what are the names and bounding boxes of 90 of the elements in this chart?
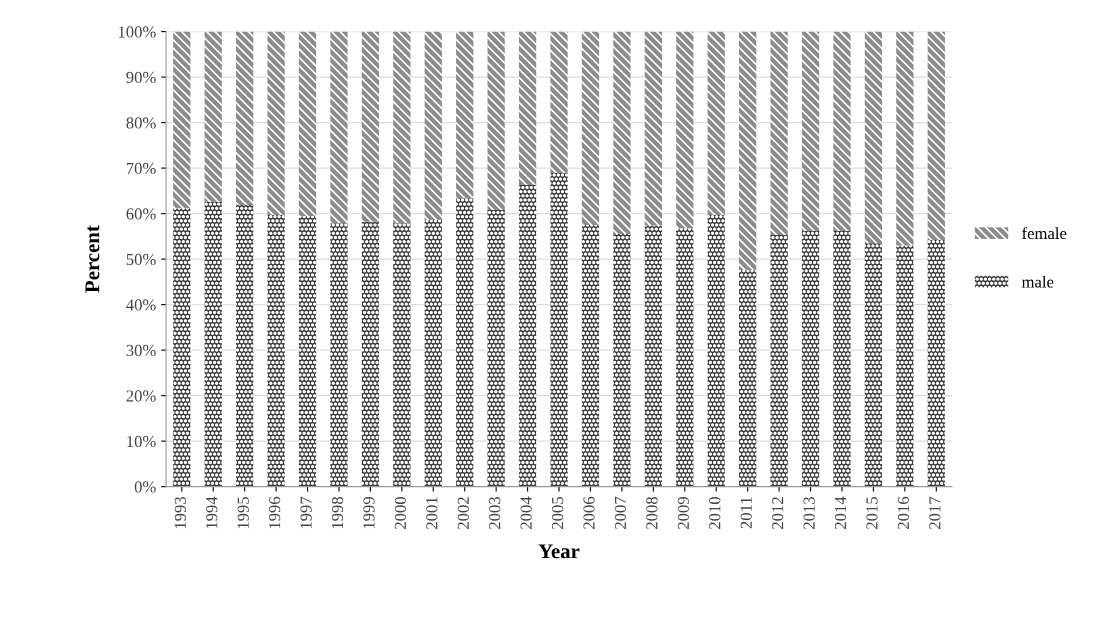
x-tick-label: 2004 bbox=[520, 496, 532, 529]
bar bbox=[707, 31, 725, 215]
bar bbox=[487, 31, 505, 210]
bar bbox=[770, 31, 788, 235]
bar bbox=[801, 31, 820, 231]
bar bbox=[330, 223, 348, 487]
bar bbox=[518, 31, 537, 185]
bar bbox=[581, 31, 600, 225]
bar bbox=[676, 31, 694, 229]
bar bbox=[676, 228, 694, 487]
x-tick-label: 2001 bbox=[426, 497, 438, 529]
y-axis-title: Percent bbox=[85, 225, 100, 293]
y-tick-label: 10% bbox=[127, 435, 156, 448]
bar bbox=[550, 173, 568, 487]
y-tick-label: 60% bbox=[126, 208, 156, 220]
y-tick-label: 30% bbox=[126, 344, 156, 357]
x-tick-label: 2010 bbox=[709, 497, 721, 529]
x-tick-label: 1999 bbox=[363, 497, 375, 529]
y-tick-label: 50% bbox=[126, 253, 156, 266]
bar bbox=[298, 31, 317, 216]
y-tick-label: 0% bbox=[134, 481, 156, 493]
bar bbox=[739, 31, 757, 271]
x-tick-label: 2016 bbox=[897, 496, 910, 529]
bar bbox=[896, 31, 914, 246]
bar bbox=[330, 31, 348, 224]
y-tick-label: 100% bbox=[118, 26, 156, 38]
bar bbox=[204, 31, 222, 202]
legend-label: female bbox=[1022, 227, 1067, 240]
bar bbox=[927, 240, 945, 487]
bar bbox=[613, 31, 631, 235]
bar bbox=[424, 219, 442, 487]
x-tick-label: 2000 bbox=[394, 497, 407, 529]
bar bbox=[298, 215, 317, 487]
x-tick-label: 2014 bbox=[834, 496, 847, 529]
x-tick-label: 2011 bbox=[740, 497, 752, 529]
bar bbox=[173, 208, 191, 487]
bar bbox=[518, 184, 537, 487]
bar bbox=[801, 230, 820, 487]
bar bbox=[361, 221, 380, 487]
bar bbox=[393, 223, 411, 487]
x-tick-label: 1994 bbox=[206, 496, 218, 529]
x-tick-label: 1993 bbox=[174, 497, 186, 529]
bar bbox=[456, 198, 474, 487]
bar bbox=[833, 31, 851, 231]
x-tick-label: 2017 bbox=[929, 496, 941, 529]
bar bbox=[613, 234, 631, 487]
x-tick-label: 1996 bbox=[269, 496, 281, 529]
y-tick-label: 40% bbox=[126, 299, 156, 311]
bar bbox=[361, 31, 380, 222]
y-tick-label: 20% bbox=[126, 390, 156, 402]
bar bbox=[393, 31, 411, 224]
x-tick-label: 2012 bbox=[772, 497, 784, 529]
bar bbox=[236, 31, 254, 205]
x-tick-label: 2009 bbox=[677, 497, 689, 529]
legend-label: male bbox=[1021, 275, 1054, 288]
bar bbox=[550, 31, 568, 174]
x-tick-label: 1995 bbox=[237, 497, 249, 529]
bar bbox=[236, 204, 254, 487]
y-tick-label: 80% bbox=[126, 117, 156, 129]
x-axis-title: Year bbox=[538, 544, 580, 559]
bar bbox=[487, 209, 505, 487]
bar bbox=[456, 31, 474, 199]
x-tick-label: 2007 bbox=[614, 496, 627, 529]
bar bbox=[896, 245, 914, 487]
bar bbox=[644, 225, 662, 487]
bar bbox=[644, 31, 662, 226]
bar bbox=[581, 224, 600, 487]
x-tick-label: 2005 bbox=[551, 497, 564, 529]
bar bbox=[204, 201, 222, 487]
bar bbox=[864, 31, 883, 244]
bar bbox=[173, 31, 191, 209]
x-tick-label: 2008 bbox=[646, 497, 658, 529]
bar bbox=[739, 270, 757, 487]
x-tick-label: 1997 bbox=[300, 496, 312, 529]
bar bbox=[833, 230, 851, 487]
x-tick-label: 2013 bbox=[803, 497, 815, 529]
bar bbox=[267, 214, 285, 487]
x-tick-label: 2015 bbox=[866, 497, 878, 529]
x-tick-label: 2002 bbox=[457, 497, 469, 529]
bar bbox=[267, 31, 285, 215]
x-tick-label: 2006 bbox=[583, 496, 595, 529]
bar bbox=[770, 235, 788, 487]
x-tick-label: 2003 bbox=[489, 497, 501, 529]
bar bbox=[864, 243, 883, 487]
y-tick-label: 90% bbox=[126, 71, 156, 84]
x-tick-label: 1998 bbox=[331, 497, 344, 529]
bar bbox=[424, 31, 442, 220]
bar bbox=[707, 214, 725, 487]
bar bbox=[927, 31, 945, 241]
y-tick-label: 70% bbox=[126, 162, 156, 175]
